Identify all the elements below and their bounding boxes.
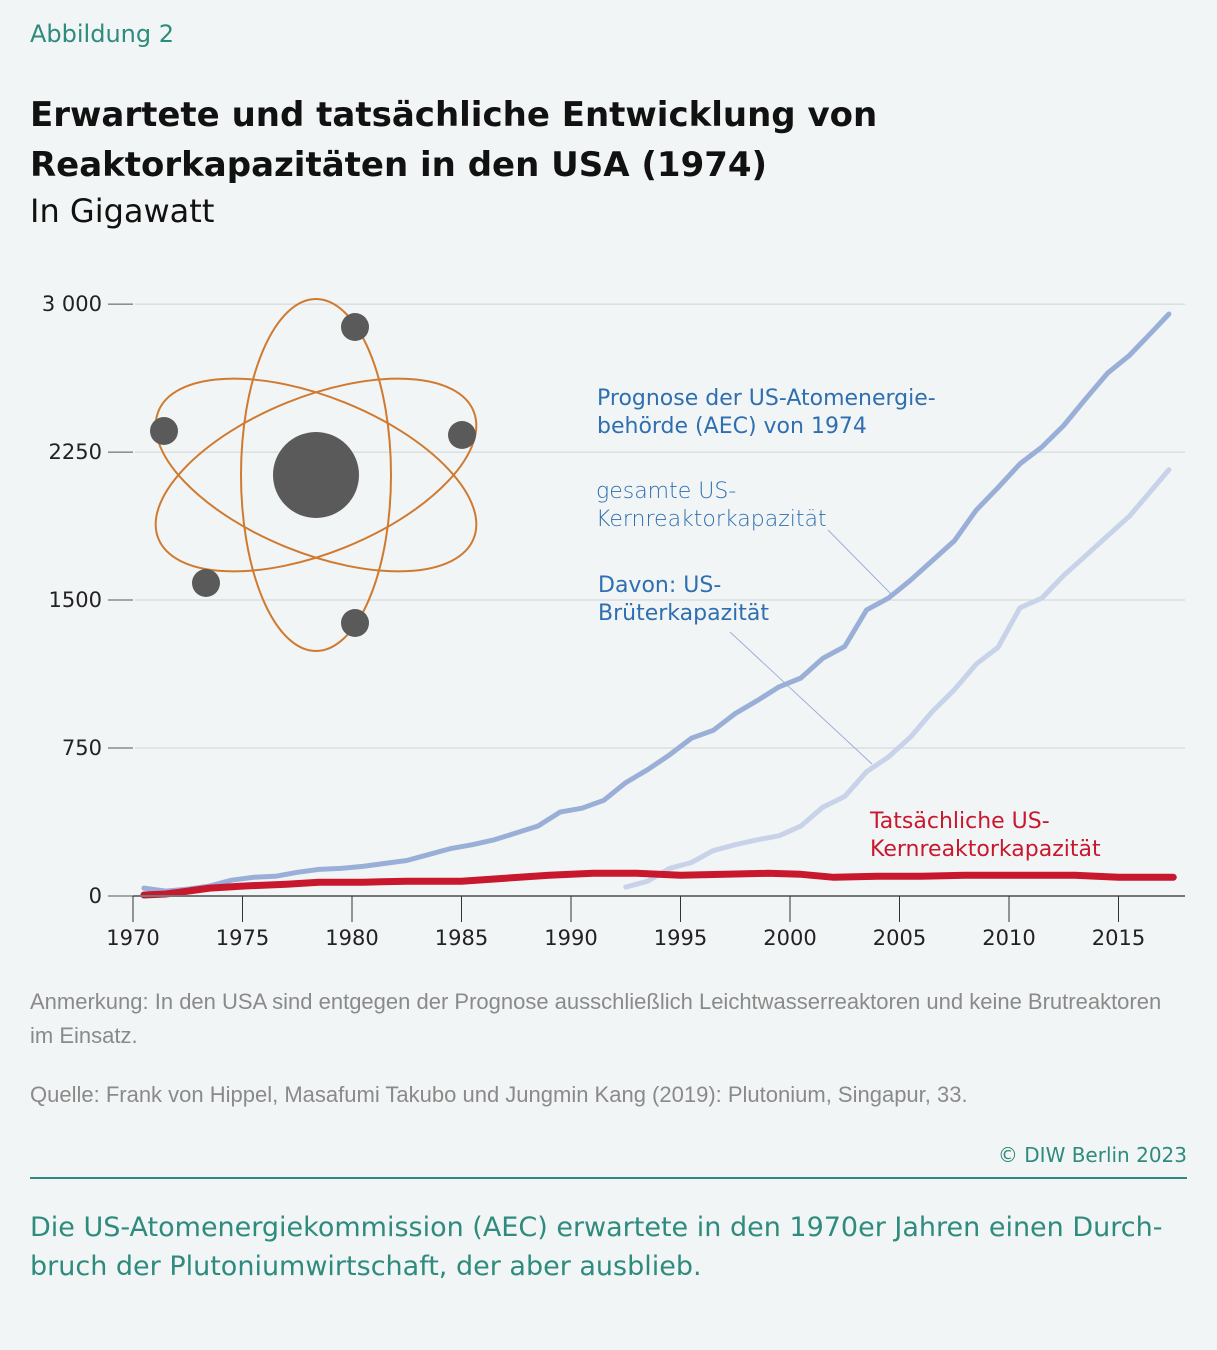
chart-note: Anmerkung: In den USA sind entgegen der … — [30, 989, 1162, 1048]
caption: Die US-Atomenergiekommission (AEC) erwar… — [30, 1212, 1163, 1282]
actual-series-label: Tatsächliche US-Kernreaktorkapazität — [870, 809, 1101, 862]
series-line-total — [141, 311, 1172, 894]
x-tick-label: 1990 — [544, 926, 597, 950]
divider — [30, 1177, 1187, 1179]
total-series-label: gesamte US-Kernreaktorkapazität — [596, 479, 827, 532]
series-line-actual — [140, 869, 1177, 899]
x-tick-label: 2010 — [982, 926, 1035, 950]
copyright: © DIW Berlin 2023 — [997, 1143, 1187, 1167]
breeder-leader-line — [729, 631, 873, 765]
figure-label: Abbildung 2 — [30, 20, 175, 48]
y-tick-label: 3 000 — [42, 292, 102, 316]
y-tick-label: 1500 — [49, 588, 102, 612]
atom-icon — [150, 298, 478, 652]
y-tick-label: 0 — [89, 884, 102, 908]
chart-title: Erwartete und tatsächliche Entwicklung v… — [30, 95, 878, 185]
x-tick-label: 1985 — [435, 926, 488, 950]
breeder-series-label: Davon: US-Brüterkapazität — [598, 573, 769, 626]
x-tick-label: 1995 — [654, 926, 707, 950]
series-line-breeder — [623, 467, 1172, 890]
x-tick-label: 1980 — [325, 926, 378, 950]
x-tick-label: 1970 — [106, 926, 159, 950]
x-tick-label: 2000 — [763, 926, 816, 950]
forecast-heading: Prognose der US-Atomenergie-behörde (AEC… — [597, 386, 936, 439]
x-tick-label: 2015 — [1092, 926, 1145, 950]
total-leader-line — [827, 529, 894, 597]
y-tick-label: 2250 — [49, 440, 102, 464]
y-tick-label: 750 — [62, 736, 102, 760]
x-tick-label: 2005 — [873, 926, 926, 950]
chart-source: Quelle: Frank von Hippel, Masafumi Takub… — [30, 1082, 968, 1107]
x-tick-label: 1975 — [216, 926, 269, 950]
line-chart: 0 750 1500 2250 3 000 1970 1975 1980 1985 1990 199… — [42, 292, 1185, 950]
chart-subtitle: In Gigawatt — [30, 192, 215, 230]
